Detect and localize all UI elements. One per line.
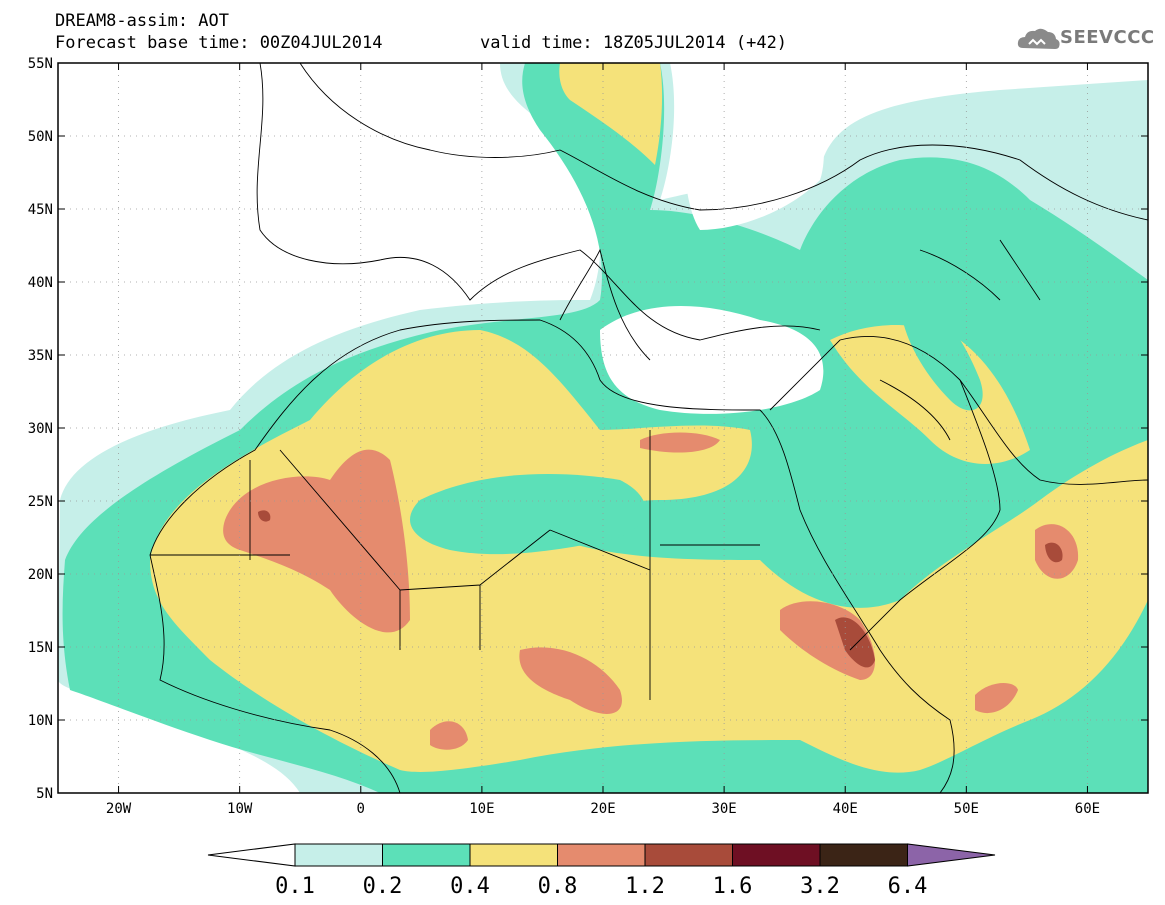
- lon-tick-label: 40E: [833, 801, 858, 817]
- colorbar-under-triangle: [207, 843, 296, 867]
- lat-tick-label: 25N: [28, 494, 53, 510]
- forecast-base-time: Forecast base time: 00Z04JUL2014: [55, 33, 383, 53]
- lat-tick-label: 40N: [28, 275, 53, 291]
- lat-tick-label: 50N: [28, 129, 53, 145]
- colorbar-segment: [557, 843, 646, 867]
- mediterranean-clear: [600, 306, 824, 414]
- aot-level-0.8-libya: [640, 432, 720, 453]
- colorbar-segment: [294, 843, 383, 867]
- cloud-logo-icon: [1017, 28, 1060, 49]
- colorbar-label: 0.1: [275, 874, 315, 899]
- lon-tick-label: 0: [357, 801, 365, 817]
- aot-level-0.8-mali: [430, 721, 468, 750]
- colorbar-label: 1.2: [625, 874, 665, 899]
- colorbar-segment: [382, 843, 471, 867]
- lat-tick-label: 30N: [28, 421, 53, 437]
- colorbar: 0.1 0.2 0.4 0.8 1.2 1.6 3.2 6.4: [207, 843, 996, 899]
- logo-text: SEEVCCC: [1060, 27, 1155, 48]
- aot-level-0.4: [150, 330, 1148, 773]
- lat-tick-label: 10N: [28, 713, 53, 729]
- lat-tick-label: 15N: [28, 640, 53, 656]
- aot-green-patch-sahara: [410, 474, 646, 555]
- colorbar-segment: [644, 843, 733, 867]
- lon-tick-label: 50E: [954, 801, 979, 817]
- colorbar-segment: [732, 843, 821, 867]
- aot-level-0.8-west: [223, 449, 410, 633]
- aot-level-0.8-chad: [519, 647, 622, 714]
- lon-tick-label: 20E: [590, 801, 615, 817]
- colorbar-segment: [819, 843, 908, 867]
- colorbar-segment: [469, 843, 558, 867]
- aot-level-0.8-somalia: [975, 683, 1018, 714]
- lat-tick-label: 35N: [28, 348, 53, 364]
- aot-level-0.4-north: [559, 63, 663, 165]
- lat-tick-label: 55N: [28, 56, 53, 72]
- lon-tick-label: 10E: [469, 801, 494, 817]
- aot-field: [58, 63, 1148, 793]
- aot-level-1.2: [835, 617, 875, 668]
- map-title: DREAM8-assim: AOT: [55, 11, 229, 31]
- eastern-clear: [683, 63, 824, 230]
- valid-time: valid time: 18Z05JUL2014 (+42): [480, 33, 788, 53]
- colorbar-label: 3.2: [800, 874, 840, 899]
- lon-tick-label: 10W: [227, 801, 253, 817]
- colorbar-label: 0.2: [363, 874, 403, 899]
- coastlines: [149, 63, 1148, 793]
- colorbar-label: 0.4: [450, 874, 490, 899]
- lon-tick-label: 60E: [1075, 801, 1100, 817]
- lat-tick-label: 5N: [36, 786, 53, 802]
- colorbar-label: 0.8: [538, 874, 578, 899]
- axis-ticks: 55N 50N 45N 40N 35N 30N 25N 20N 15N 10N 5N 20W 10W 0 1…: [28, 56, 1148, 817]
- colorbar-label: 1.6: [713, 874, 753, 899]
- aot-level-0.4-middle-east: [830, 325, 1030, 464]
- colorbar-over-triangle: [907, 843, 996, 867]
- colorbar-label: 6.4: [888, 874, 928, 899]
- lat-tick-label: 45N: [28, 202, 53, 218]
- lon-tick-label: 20W: [106, 801, 132, 817]
- lon-tick-label: 30E: [711, 801, 736, 817]
- aot-level-1.2-mauritania: [258, 510, 271, 522]
- aot-level-1.2-oman: [1045, 542, 1063, 563]
- lat-tick-label: 20N: [28, 567, 53, 583]
